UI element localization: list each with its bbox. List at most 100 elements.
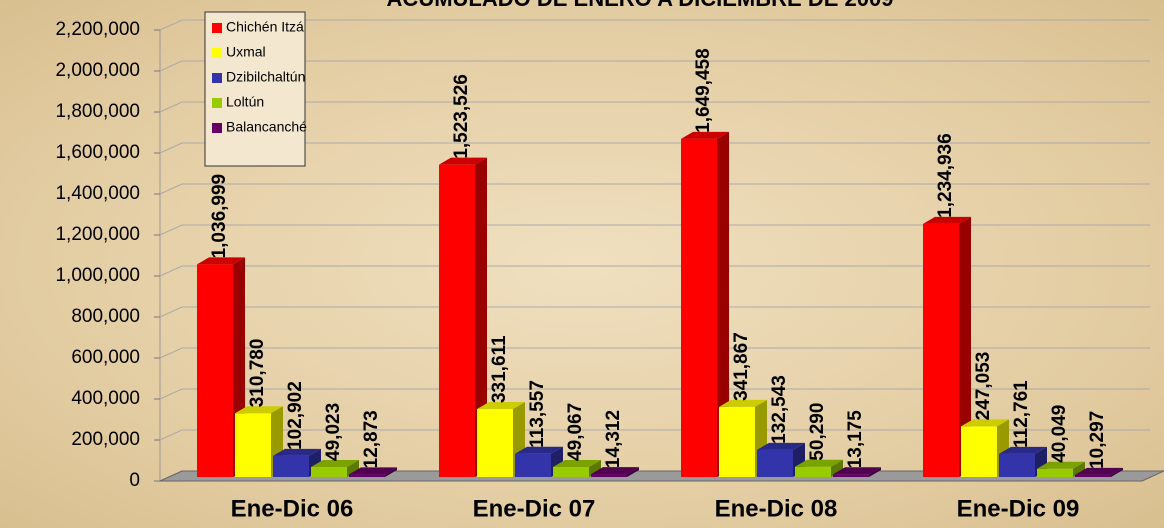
legend-label: Chichén Itzá (226, 19, 304, 35)
grid-line (159, 19, 1150, 31)
grid-line (159, 183, 1150, 195)
bar (311, 466, 347, 477)
y-tick-label: 600,000 (71, 347, 140, 368)
grid-line (159, 142, 1150, 154)
bar-top (757, 442, 805, 450)
bar-top (1037, 461, 1085, 469)
bar (235, 413, 271, 477)
bar (273, 455, 309, 477)
y-tick-label: 1,800,000 (55, 101, 140, 122)
bar-top (681, 131, 729, 139)
bar-top (1075, 467, 1123, 475)
legend-label: Dzibilchaltún (226, 69, 305, 85)
bar (719, 406, 755, 477)
bar-top (515, 446, 563, 454)
bar (591, 474, 627, 477)
bar (961, 426, 997, 477)
value-label: 132,543 (769, 375, 790, 444)
grid-line (159, 347, 1150, 359)
bar (553, 466, 589, 477)
x-tick-label: Ene-Dic 06 (231, 495, 354, 522)
value-label: 49,023 (323, 403, 344, 461)
grid-line (159, 429, 1150, 441)
x-tick-label: Ene-Dic 08 (715, 495, 838, 522)
y-tick-label: 200,000 (71, 429, 140, 450)
grid-line (159, 265, 1150, 277)
bar-top (477, 402, 525, 410)
bar-side (627, 467, 639, 477)
legend-swatch (212, 48, 222, 58)
bar-side (959, 216, 971, 477)
bar-side (589, 459, 601, 477)
bar (439, 164, 475, 477)
bar-top (591, 467, 639, 475)
legend-swatch (212, 98, 222, 108)
y-tick-label: 2,200,000 (55, 19, 140, 40)
bar-top (999, 446, 1047, 454)
bar-top (273, 448, 321, 456)
bar-top (553, 459, 601, 467)
y-tick-label: 1,000,000 (55, 265, 140, 286)
value-label: 1,523,526 (451, 74, 472, 159)
value-label: 12,873 (361, 410, 382, 468)
y-tick-label: 1,600,000 (55, 142, 140, 163)
bar (999, 453, 1035, 477)
bar-side (385, 467, 397, 477)
y-tick-label: 400,000 (71, 388, 140, 409)
y-tick-label: 800,000 (71, 306, 140, 327)
bar (681, 138, 717, 477)
grid-line (159, 388, 1150, 400)
bar (1037, 468, 1073, 477)
grid-line (159, 101, 1150, 113)
bar-side (831, 459, 843, 477)
bar (833, 474, 869, 477)
bar (1075, 474, 1111, 477)
value-label: 331,611 (489, 335, 510, 403)
bar-side (1073, 461, 1085, 477)
legend-swatch (212, 73, 222, 83)
legend-label: Balancanché (226, 119, 307, 135)
legend-swatch (212, 123, 222, 133)
value-label: 50,290 (807, 403, 828, 461)
value-label: 112,761 (1011, 380, 1032, 448)
grid-line (159, 306, 1150, 318)
value-label: 102,902 (285, 381, 306, 450)
value-label: 13,175 (845, 410, 866, 469)
bar-top (439, 157, 487, 165)
y-tick-label: 2,000,000 (55, 60, 140, 81)
y-tick-label: 1,400,000 (55, 183, 140, 204)
value-label: 113,557 (527, 380, 548, 448)
value-label: 10,297 (1087, 411, 1108, 469)
value-label: 1,649,458 (693, 48, 714, 133)
x-tick-label: Ene-Dic 07 (473, 495, 596, 522)
bar (477, 409, 513, 477)
bar-side (347, 459, 359, 477)
y-tick-label: 1,200,000 (55, 224, 140, 245)
bar (197, 264, 233, 477)
bar (757, 449, 793, 477)
legend-box (204, 11, 306, 167)
bar-top (197, 257, 245, 265)
bar-top (961, 419, 1009, 427)
bar-top (795, 459, 843, 467)
x-tick-label: Ene-Dic 09 (957, 495, 1080, 522)
legend-label: Loltún (226, 94, 264, 110)
legend-label: Uxmal (226, 44, 266, 60)
bar (923, 223, 959, 477)
grid-line (159, 224, 1150, 236)
bar-top (349, 467, 397, 475)
bar-top (311, 459, 359, 467)
y-tick-label: 0 (129, 470, 140, 491)
grid-line (159, 60, 1150, 72)
value-label: 40,049 (1049, 405, 1070, 463)
chart-title: ACUMULADO DE ENERO A DICIEMBRE DE 2009 (387, 0, 894, 11)
bar (795, 466, 831, 477)
bar-top (235, 406, 283, 414)
bar-top (833, 467, 881, 475)
bar-top (719, 399, 767, 407)
bar (349, 474, 385, 477)
bar (515, 453, 551, 477)
bar-side (717, 131, 729, 477)
value-label: 341,867 (731, 332, 752, 401)
